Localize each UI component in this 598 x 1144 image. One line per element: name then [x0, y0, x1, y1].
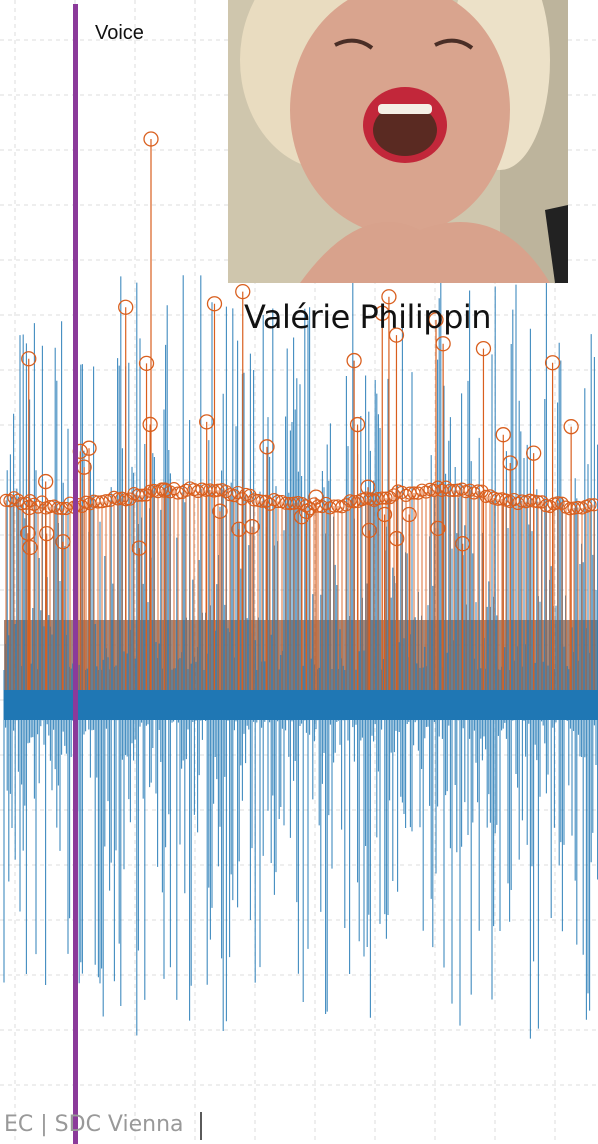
stem-marker [455, 482, 469, 496]
stem-marker [419, 485, 433, 499]
stem-marker [27, 497, 41, 511]
photo-teeth [378, 104, 432, 114]
stem-marker [346, 352, 362, 369]
stem-marker [376, 506, 393, 523]
stem-marker [389, 530, 405, 547]
photo-caption: Valérie Philippin [244, 298, 492, 336]
stem-marker [259, 439, 275, 455]
photo [228, 0, 568, 283]
stem-marker [131, 540, 147, 556]
stem-marker [430, 520, 446, 537]
stem-marker [138, 355, 155, 372]
stem-marker [361, 522, 377, 539]
photo-eye [434, 38, 474, 50]
stem-marker [563, 419, 579, 435]
stem-marker [525, 445, 542, 461]
photo-clothing [545, 205, 568, 283]
photo-eye [334, 38, 374, 50]
stem-marker [3, 494, 17, 508]
stem-marker [502, 455, 518, 471]
stem-marker [143, 131, 159, 147]
stem-marker [360, 479, 376, 495]
stem-marker [411, 486, 425, 500]
stem-marker [118, 299, 134, 315]
stem-marker [401, 506, 417, 523]
stem-marker [38, 473, 54, 490]
plot-label: Voice [95, 22, 144, 44]
stem-marker [21, 351, 37, 367]
stem-marker [156, 482, 172, 498]
stem-marker [235, 283, 251, 300]
stem-marker [587, 498, 598, 512]
stem-marker [51, 501, 65, 515]
stem-marker [479, 489, 493, 503]
photo-mouth-inside [373, 104, 437, 156]
stem-marker [211, 483, 225, 497]
footer-text: EC | SDC Vienna [4, 1112, 184, 1137]
stem-marker [308, 489, 324, 505]
playhead [73, 4, 78, 1144]
stem-marker [199, 414, 215, 430]
stem-marker [428, 312, 444, 328]
stem-marker [511, 496, 525, 511]
stem-marker [583, 498, 597, 512]
stem-marker [294, 509, 310, 525]
stem-marker [131, 488, 145, 502]
stem-marker [403, 486, 417, 500]
stem-marker [544, 355, 561, 371]
stem-marker [231, 521, 247, 537]
photo-neck [300, 222, 550, 283]
stem-marker [81, 440, 97, 456]
stem-marker [142, 416, 158, 433]
stem-marker [381, 289, 397, 305]
stem-marker [212, 503, 228, 519]
stem-marker [171, 486, 185, 500]
stem-marker [55, 534, 71, 550]
stem-marker [19, 496, 33, 510]
stem-marker [495, 427, 511, 443]
stem-marker [439, 480, 453, 494]
footer: EC | SDC Vienna [4, 1112, 184, 1137]
stem-marker [349, 416, 366, 433]
stem-marker [379, 491, 393, 505]
stem-marker [39, 525, 55, 542]
stem-marker [20, 525, 36, 541]
stem-marker [135, 488, 149, 502]
stem-marker [427, 483, 441, 497]
stem-marker [298, 503, 315, 519]
stem-marker [339, 498, 353, 512]
stem-marker [543, 499, 557, 514]
stem-marker [431, 480, 445, 494]
stem-marker [206, 296, 223, 312]
stem-marker [455, 536, 471, 552]
waveform-core [4, 690, 598, 720]
stem-marker [435, 336, 451, 352]
stem-marker [475, 340, 492, 357]
stem-marker [531, 495, 545, 509]
